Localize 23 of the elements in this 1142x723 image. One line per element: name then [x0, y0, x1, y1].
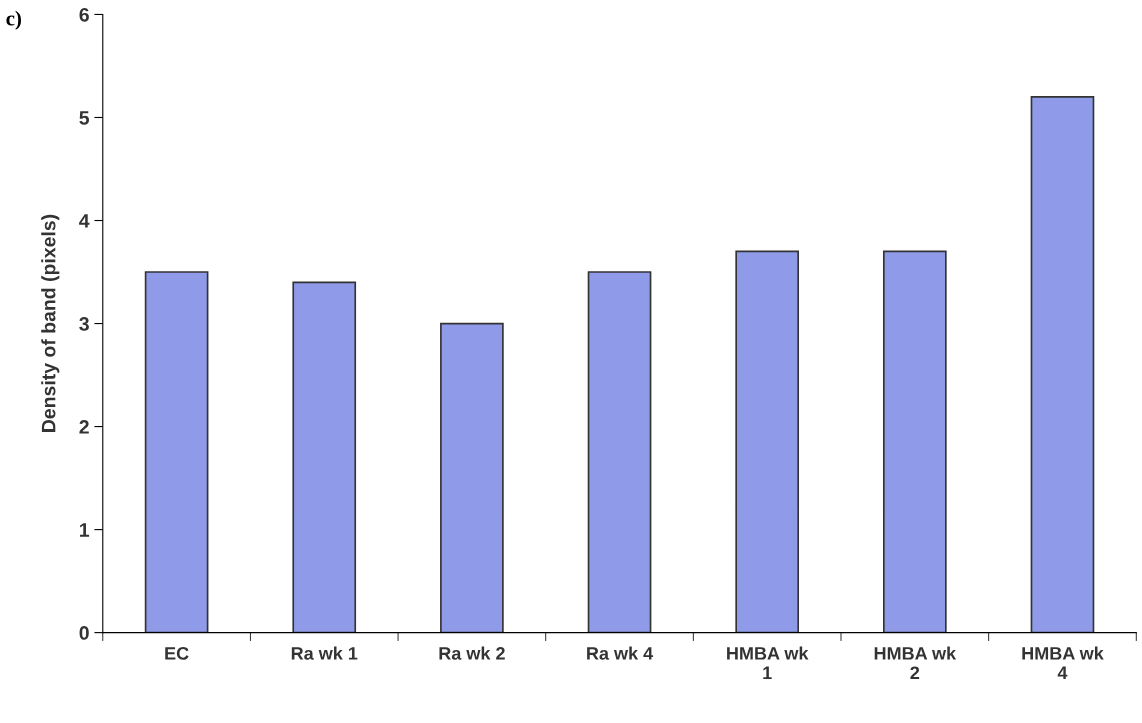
- y-tick-label: 5: [79, 111, 90, 125]
- bar: [587, 271, 652, 633]
- x-tick-label: Ra wk 4: [587, 646, 654, 660]
- x-tick-label: HMBA wk 2: [874, 646, 957, 680]
- y-tick-label: 1: [80, 523, 90, 537]
- y-tick-label: 3: [79, 317, 89, 331]
- x-tick-label: HMBA wk 1: [727, 646, 809, 680]
- y-tick-label: 0: [79, 626, 89, 640]
- y-tick-label: 4: [79, 214, 90, 228]
- y-tick-label: 2: [79, 420, 89, 434]
- x-tick-label: Ra wk 1: [291, 646, 358, 660]
- y-tick-label: 6: [79, 7, 89, 22]
- x-tick-label: HMBA wk 4: [1022, 646, 1104, 680]
- y-axis-title: Density of band (pixels): [41, 214, 60, 432]
- bar: [292, 281, 357, 633]
- bar: [735, 250, 800, 633]
- bar: [440, 322, 504, 633]
- bar: [144, 271, 209, 633]
- bar: [882, 250, 947, 633]
- x-tick-label: Ra wk 2: [439, 646, 505, 660]
- text: c): [6, 10, 21, 30]
- bar: [1030, 96, 1095, 633]
- x-tick-label: EC: [165, 646, 189, 660]
